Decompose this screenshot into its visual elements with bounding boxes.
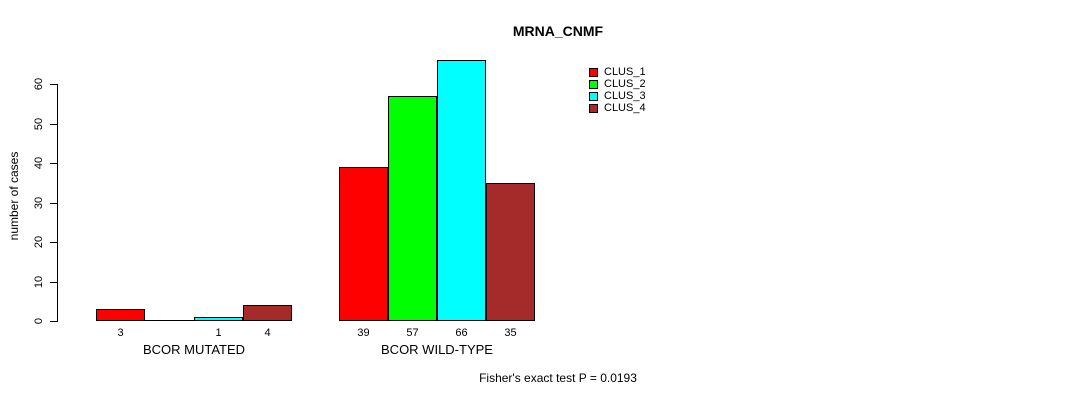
bar <box>437 60 486 321</box>
legend-item: CLUS_1 <box>589 66 646 78</box>
legend-swatch <box>589 79 598 89</box>
annotation-text: Fisher's exact test P = 0.0193 <box>479 371 637 385</box>
legend-swatch <box>589 103 598 113</box>
bar <box>486 183 535 321</box>
bar-value-label: 39 <box>357 327 370 339</box>
y-tick-mark <box>50 163 57 164</box>
legend-swatch <box>589 67 598 77</box>
y-axis-label: number of cases <box>7 151 21 241</box>
bar-value-label: 4 <box>264 327 271 339</box>
legend-label: CLUS_1 <box>604 66 646 78</box>
bar-zero-height <box>145 320 194 321</box>
bar <box>339 167 388 321</box>
y-tick-mark <box>50 321 57 322</box>
bar <box>96 309 145 321</box>
legend: CLUS_1 CLUS_2 CLUS_3 CLUS_4 <box>589 66 646 114</box>
bar-value-label: 57 <box>406 327 419 339</box>
legend-label: CLUS_4 <box>604 102 646 114</box>
y-tick-mark <box>50 203 57 204</box>
y-tick-label: 60 <box>33 77 45 91</box>
bar-value-label: 3 <box>117 327 124 339</box>
y-tick-label: 20 <box>33 235 45 249</box>
legend-item: CLUS_3 <box>589 90 646 102</box>
y-tick-mark <box>50 84 57 85</box>
y-tick-mark <box>50 124 57 125</box>
y-tick-label: 30 <box>33 196 45 210</box>
bar-value-label: 35 <box>504 327 517 339</box>
y-tick-mark <box>50 242 57 243</box>
y-tick-label: 40 <box>33 156 45 170</box>
chart-title: MRNA_CNMF <box>512 23 604 39</box>
y-tick-label: 0 <box>33 317 45 325</box>
group-label: BCOR WILD-TYPE <box>381 342 493 357</box>
y-tick-label: 50 <box>33 117 45 131</box>
y-axis-line <box>57 84 58 322</box>
bar-value-label: 66 <box>455 327 468 339</box>
y-tick-label: 10 <box>33 275 45 289</box>
legend-swatch <box>589 91 598 101</box>
bar <box>243 305 292 321</box>
legend-item: CLUS_4 <box>589 102 646 114</box>
legend-label: CLUS_3 <box>604 90 646 102</box>
bar-value-label: 1 <box>215 327 222 339</box>
bar <box>388 96 437 321</box>
bar <box>194 317 243 321</box>
legend-item: CLUS_2 <box>589 78 646 90</box>
legend-label: CLUS_2 <box>604 78 646 90</box>
y-tick-mark <box>50 282 57 283</box>
group-label: BCOR MUTATED <box>142 342 246 357</box>
